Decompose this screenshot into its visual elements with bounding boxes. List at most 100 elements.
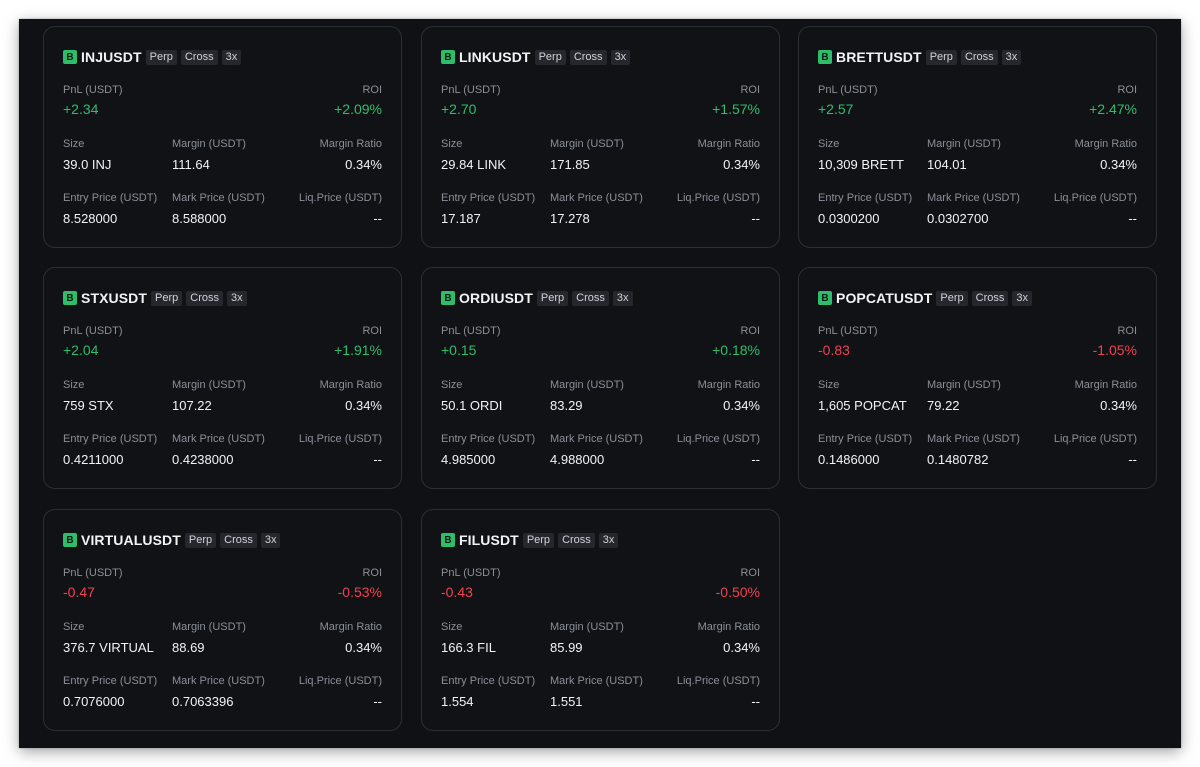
symbol-name[interactable]: INJUSDT	[81, 49, 142, 65]
position-header: B VIRTUALUSDT Perp Cross 3x	[63, 532, 284, 548]
mark-price-value: 0.7063396	[172, 694, 234, 709]
liq-price-label: Liq.Price (USDT)	[298, 675, 382, 687]
margin-label: Margin (USDT)	[550, 379, 624, 391]
side-badge: B	[818, 50, 832, 64]
mark-price-value: 17.278	[550, 211, 590, 226]
leverage-tag[interactable]: 3x	[221, 49, 242, 65]
contract-type-tag: Perp	[534, 49, 566, 65]
pnl-value: +2.04	[63, 342, 99, 358]
pnl-label: PnL (USDT)	[63, 325, 123, 337]
size-label: Size	[441, 138, 463, 150]
leverage-tag[interactable]: 3x	[1012, 290, 1033, 306]
margin-mode-tag[interactable]: Cross	[971, 290, 1009, 306]
position-card[interactable]: B BRETTUSDT Perp Cross 3x PnL (USDT) ROI…	[798, 26, 1157, 248]
position-card[interactable]: B ORDIUSDT Perp Cross 3x PnL (USDT) ROI …	[421, 267, 780, 489]
margin-value: 171.85	[550, 157, 590, 172]
symbol-name[interactable]: POPCATUSDT	[836, 290, 933, 306]
margin-ratio-label: Margin Ratio	[1074, 138, 1137, 150]
liq-price-value: --	[751, 211, 760, 226]
margin-label: Margin (USDT)	[550, 621, 624, 633]
position-header: B FILUSDT Perp Cross 3x	[441, 532, 622, 548]
side-badge: B	[63, 291, 77, 305]
margin-ratio-value: 0.34%	[345, 640, 382, 655]
symbol-name[interactable]: LINKUSDT	[459, 49, 531, 65]
entry-price-value: 0.4211000	[63, 452, 124, 467]
pnl-value: -0.47	[63, 584, 95, 600]
margin-mode-tag[interactable]: Cross	[220, 532, 257, 548]
liq-price-label: Liq.Price (USDT)	[1053, 192, 1137, 204]
mark-price-value: 0.1480782	[927, 452, 989, 467]
margin-ratio-value: 0.34%	[345, 398, 382, 413]
contract-type-tag: Perp	[936, 290, 968, 306]
roi-label: ROI	[1117, 84, 1137, 96]
roi-value: -0.50%	[715, 584, 760, 600]
mark-price-value: 0.0302700	[927, 211, 989, 226]
pnl-value: +2.34	[63, 101, 99, 117]
contract-type-tag: Perp	[151, 290, 183, 306]
position-header: B BRETTUSDT Perp Cross 3x	[818, 49, 1025, 65]
pnl-label: PnL (USDT)	[63, 567, 123, 579]
symbol-name[interactable]: BRETTUSDT	[836, 49, 922, 65]
liq-price-value: --	[751, 452, 760, 467]
symbol-name[interactable]: VIRTUALUSDT	[81, 532, 181, 548]
margin-mode-tag[interactable]: Cross	[180, 49, 218, 65]
liq-price-label: Liq.Price (USDT)	[676, 675, 760, 687]
entry-price-label: Entry Price (USDT)	[63, 433, 158, 445]
leverage-tag[interactable]: 3x	[598, 532, 619, 548]
size-label: Size	[63, 138, 85, 150]
margin-mode-tag[interactable]: Cross	[960, 49, 998, 65]
leverage-tag[interactable]: 3x	[260, 532, 281, 548]
roi-value: -1.05%	[1092, 342, 1137, 358]
pnl-label: PnL (USDT)	[441, 567, 501, 579]
margin-value: 104.01	[927, 157, 967, 172]
size-value: 50.1 ORDI	[441, 398, 503, 413]
margin-value: 79.22	[927, 398, 960, 413]
pnl-label: PnL (USDT)	[818, 84, 878, 96]
leverage-tag[interactable]: 3x	[612, 290, 633, 306]
symbol-name[interactable]: ORDIUSDT	[459, 290, 533, 306]
position-card[interactable]: B VIRTUALUSDT Perp Cross 3x PnL (USDT) R…	[43, 509, 402, 731]
roi-label: ROI	[362, 567, 382, 579]
entry-price-label: Entry Price (USDT)	[441, 675, 536, 687]
liq-price-label: Liq.Price (USDT)	[298, 192, 382, 204]
position-card[interactable]: B INJUSDT Perp Cross 3x PnL (USDT) ROI +…	[43, 26, 402, 248]
mark-price-label: Mark Price (USDT)	[172, 433, 265, 445]
margin-mode-tag[interactable]: Cross	[186, 290, 224, 306]
entry-price-label: Entry Price (USDT)	[63, 192, 158, 204]
margin-ratio-label: Margin Ratio	[319, 379, 382, 391]
margin-mode-tag[interactable]: Cross	[569, 49, 607, 65]
margin-mode-tag[interactable]: Cross	[558, 532, 595, 548]
symbol-name[interactable]: STXUSDT	[81, 290, 148, 306]
margin-value: 111.64	[172, 157, 210, 172]
positions-panel: B INJUSDT Perp Cross 3x PnL (USDT) ROI +…	[19, 19, 1181, 748]
side-badge: B	[63, 533, 77, 547]
position-card[interactable]: B STXUSDT Perp Cross 3x PnL (USDT) ROI +…	[43, 267, 402, 489]
side-badge: B	[818, 291, 832, 305]
margin-value: 83.29	[550, 398, 583, 413]
position-card[interactable]: B FILUSDT Perp Cross 3x PnL (USDT) ROI -…	[421, 509, 780, 731]
margin-ratio-value: 0.34%	[723, 157, 760, 172]
liq-price-label: Liq.Price (USDT)	[1053, 433, 1137, 445]
leverage-tag[interactable]: 3x	[1001, 49, 1022, 65]
side-badge: B	[441, 533, 455, 547]
leverage-tag[interactable]: 3x	[610, 49, 631, 65]
position-header: B ORDIUSDT Perp Cross 3x	[441, 290, 637, 306]
liq-price-label: Liq.Price (USDT)	[298, 433, 382, 445]
margin-ratio-label: Margin Ratio	[319, 621, 382, 633]
leverage-tag[interactable]: 3x	[227, 290, 247, 306]
roi-value: +1.57%	[712, 101, 760, 117]
size-value: 759 STX	[63, 398, 114, 413]
pnl-value: -0.83	[818, 342, 850, 358]
mark-price-label: Mark Price (USDT)	[550, 192, 643, 204]
size-label: Size	[441, 379, 463, 391]
position-card[interactable]: B POPCATUSDT Perp Cross 3x PnL (USDT) RO…	[798, 267, 1157, 489]
margin-mode-tag[interactable]: Cross	[572, 290, 609, 306]
liq-price-label: Liq.Price (USDT)	[676, 433, 760, 445]
margin-label: Margin (USDT)	[172, 138, 246, 150]
margin-ratio-value: 0.34%	[723, 640, 760, 655]
position-card[interactable]: B LINKUSDT Perp Cross 3x PnL (USDT) ROI …	[421, 26, 780, 248]
size-label: Size	[441, 621, 463, 633]
symbol-name[interactable]: FILUSDT	[459, 532, 519, 548]
size-value: 1,605 POPCAT	[818, 398, 907, 413]
entry-price-label: Entry Price (USDT)	[818, 192, 913, 204]
